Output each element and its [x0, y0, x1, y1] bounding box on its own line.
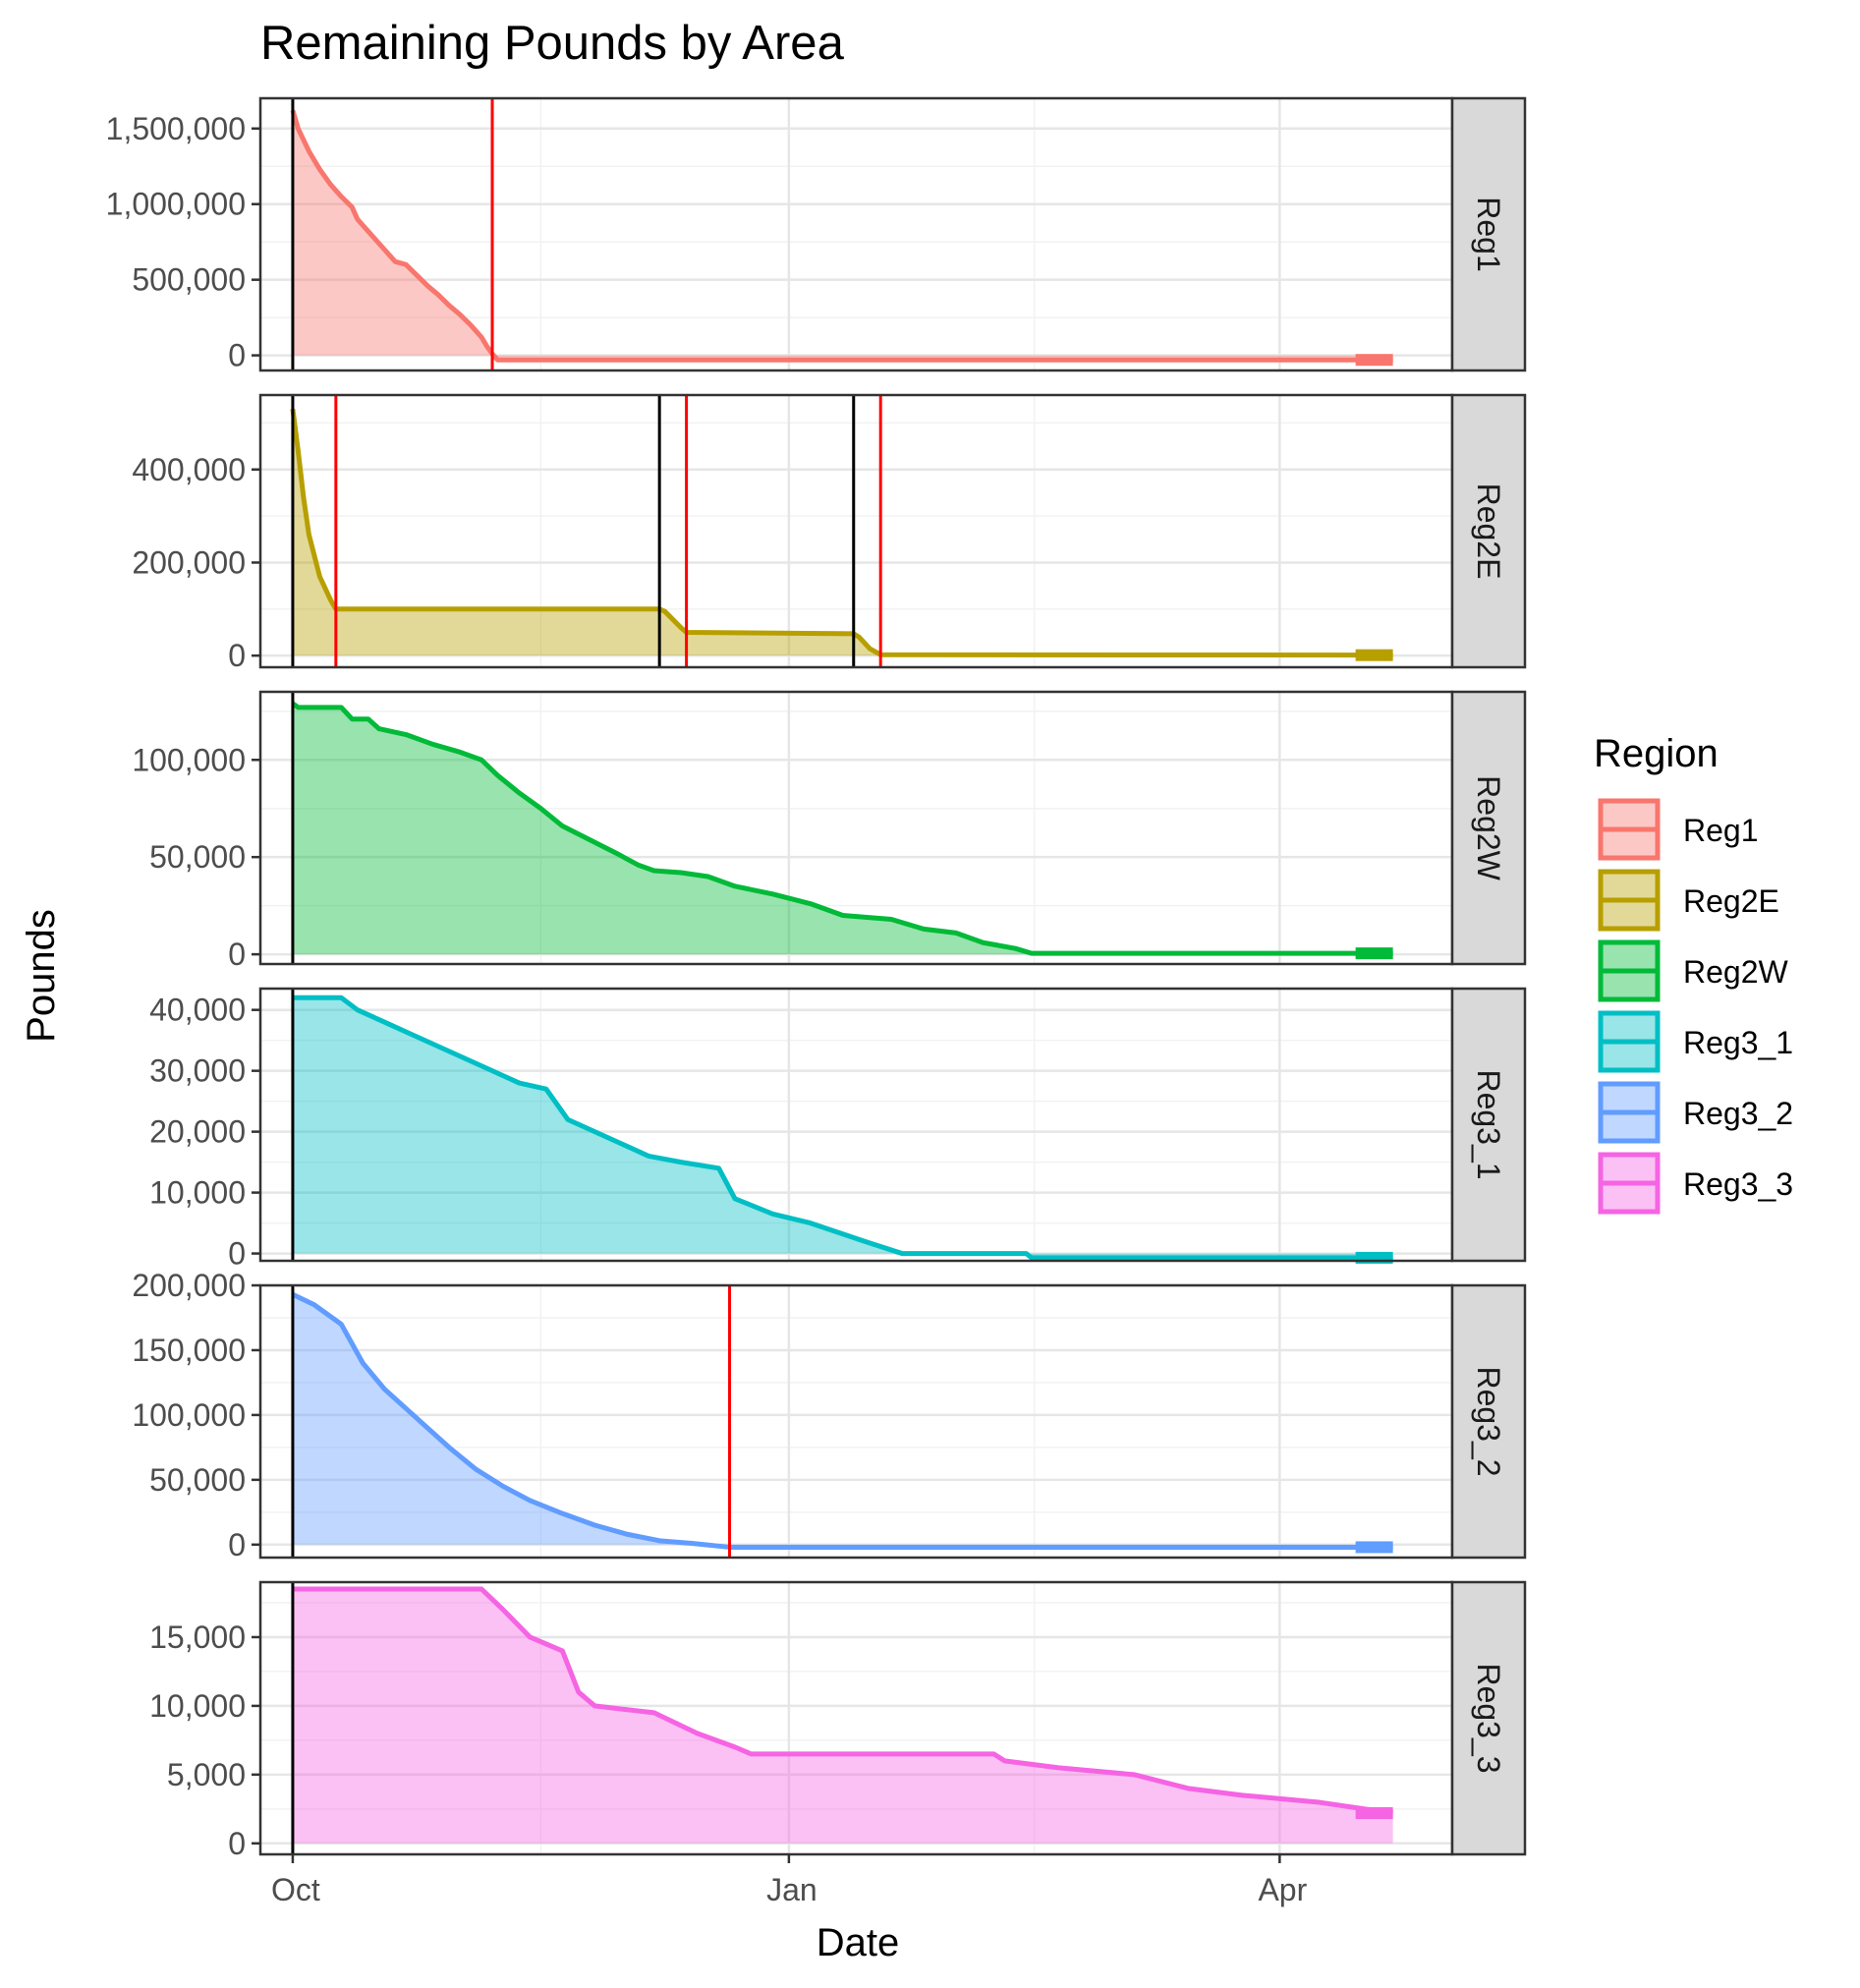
panel-background — [260, 98, 1452, 370]
legend-item-reg2e: Reg2E — [1598, 869, 1779, 932]
facet-strip-label: Reg2W — [1471, 775, 1506, 881]
series-end-marker — [1355, 354, 1393, 367]
facet-strip-label: Reg2E — [1471, 483, 1506, 580]
legend-label: Reg3_1 — [1683, 1025, 1793, 1060]
y-tick-label: 0 — [228, 338, 246, 373]
facet-panels: 0500,0001,000,0001,500,000Reg10200,00040… — [106, 96, 1527, 1907]
y-tick-label: 0 — [228, 1236, 246, 1272]
series-end-marker — [1355, 1807, 1393, 1820]
area-reg3_2 — [292, 1294, 1393, 1548]
facet-strip — [1450, 1283, 1527, 1560]
legend: Region Reg1 Reg2E Reg2W Reg3_1 Reg3_2 Reg3_3 — [1594, 732, 1793, 1215]
y-tick-label: 200,000 — [132, 544, 246, 580]
legend-label: Reg3_3 — [1683, 1166, 1793, 1202]
y-tick-label: 1,000,000 — [106, 187, 246, 222]
x-tick-label: Oct — [271, 1872, 320, 1907]
facet-strip-label: Reg3_3 — [1471, 1663, 1506, 1773]
facet-strip-label: Reg3_2 — [1471, 1366, 1506, 1476]
legend-title: Region — [1594, 732, 1719, 775]
legend-item-reg1: Reg1 — [1598, 798, 1759, 861]
area-reg3_3 — [292, 1588, 1393, 1844]
legend-item-reg2w: Reg2W — [1598, 939, 1789, 1002]
line-reg1 — [290, 109, 1393, 363]
panel-reg3_3: 0 5,000 10,000 15,000 Reg3_3 — [149, 1580, 1527, 1861]
legend-label: Reg1 — [1683, 813, 1759, 848]
y-tick-label: 100,000 — [132, 742, 246, 777]
y-tick-label: 500,000 — [132, 262, 246, 298]
x-tick-label: Jan — [766, 1872, 817, 1907]
panel-background — [260, 989, 1452, 1261]
legend-item-reg3_2: Reg3_2 — [1598, 1081, 1793, 1144]
y-tick-label: 0 — [228, 1826, 246, 1861]
x-axis-label: Date — [817, 1921, 900, 1964]
y-tick-label: 15,000 — [149, 1619, 246, 1655]
area-reg2w — [292, 703, 1393, 955]
facet-strip-label: Reg3_1 — [1471, 1069, 1506, 1179]
y-tick-label: 100,000 — [132, 1397, 246, 1433]
series-end-marker — [1355, 947, 1393, 960]
series-end-marker — [1355, 649, 1393, 661]
y-tick-label: 1,500,000 — [106, 111, 246, 146]
y-tick-label: 0 — [228, 937, 246, 972]
line-reg3_3 — [292, 1586, 1393, 1816]
line-reg2e — [290, 408, 1393, 658]
line-reg3_2 — [291, 1291, 1393, 1550]
y-tick-label: 150,000 — [132, 1333, 246, 1368]
line-reg3_1 — [292, 994, 1393, 1261]
line-reg2w — [291, 701, 1393, 956]
facet-strip — [1450, 987, 1527, 1263]
panel-reg2w: 0 50,000 100,000 Reg2W — [132, 690, 1527, 972]
y-tick-label: 10,000 — [149, 1688, 246, 1724]
panel-reg3_2: 0 50,000 100,000 150,000 200,000 Reg3_2 — [132, 1268, 1527, 1562]
area-reg2e — [292, 409, 1393, 656]
series-end-marker — [1355, 1541, 1393, 1554]
facet-strip — [1450, 1580, 1527, 1856]
panel-reg3_1: 0 10,000 20,000 30,000 40,000 Reg3_1 — [149, 987, 1527, 1272]
legend-item-reg3_3: Reg3_3 — [1598, 1152, 1793, 1215]
area-reg3_1 — [292, 997, 1393, 1258]
y-tick-label: 50,000 — [149, 1462, 246, 1498]
facet-strip — [1450, 690, 1527, 966]
y-tick-label: 30,000 — [149, 1053, 246, 1089]
area-reg1 — [292, 110, 1393, 361]
y-tick-label: 40,000 — [149, 993, 246, 1028]
legend-label: Reg3_2 — [1683, 1096, 1793, 1131]
y-tick-label: 50,000 — [149, 839, 246, 875]
y-tick-label: 200,000 — [132, 1268, 246, 1303]
y-tick-label: 400,000 — [132, 452, 246, 487]
facet-strip — [1450, 393, 1527, 669]
legend-item-reg3_1: Reg3_1 — [1598, 1010, 1793, 1073]
legend-label: Reg2W — [1683, 954, 1789, 990]
y-tick-label: 20,000 — [149, 1114, 246, 1150]
y-tick-label: 5,000 — [167, 1757, 246, 1792]
facet-strip — [1450, 96, 1527, 372]
panel-reg1: 0 500,000 1,000,000 1,500,000 Reg1 — [106, 96, 1527, 373]
y-tick-label: 0 — [228, 638, 246, 673]
facet-strip-label: Reg1 — [1471, 197, 1506, 272]
panel-reg2e: 0 200,000 400,000 Reg2E — [132, 393, 1527, 673]
x-tick-label: Apr — [1258, 1872, 1307, 1907]
y-tick-label: 0 — [228, 1527, 246, 1562]
panel-background — [260, 395, 1452, 667]
y-axis-label: Pounds — [20, 909, 63, 1043]
legend-label: Reg2E — [1683, 883, 1779, 919]
chart-title: Remaining Pounds by Area — [260, 17, 845, 70]
y-tick-label: 10,000 — [149, 1175, 246, 1211]
